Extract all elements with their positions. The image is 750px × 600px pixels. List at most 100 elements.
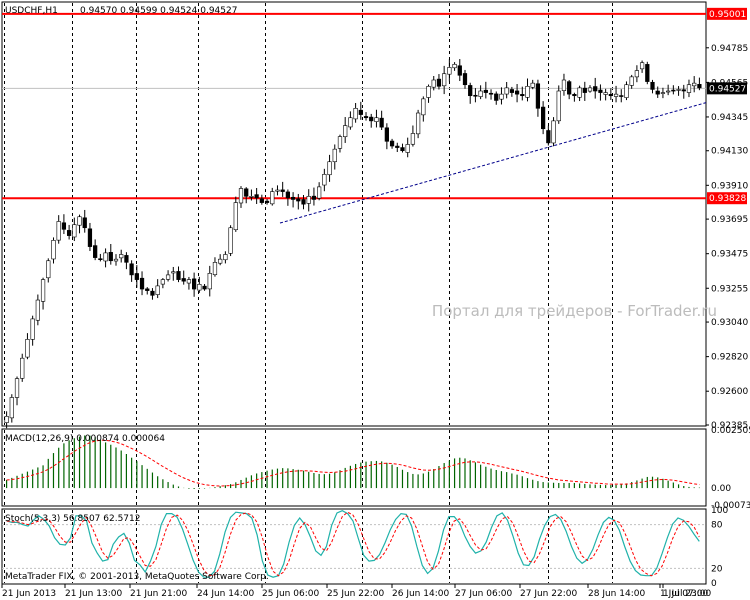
candle-body: [535, 83, 541, 109]
candle-body: [197, 284, 202, 291]
candle-body: [311, 195, 317, 200]
candle-body: [176, 271, 181, 280]
candle-body: [150, 290, 155, 296]
candle-body: [598, 89, 603, 93]
level-price-tag-text: 0.95001: [709, 10, 746, 20]
macd-series: 0.002505 0.00 -0.00073: [6, 426, 750, 511]
candle-body: [348, 117, 353, 128]
candle-body: [447, 67, 452, 75]
candle-body: [139, 277, 145, 290]
time-axis-label: 27 Jun 06:00: [455, 589, 512, 599]
time-axis-label: 26 Jun 14:00: [392, 589, 449, 599]
macd-label: MACD(12,26,9) 0.000874 0.000064: [5, 434, 165, 444]
candle-body: [608, 94, 613, 97]
candle-body: [650, 81, 655, 90]
candle-body: [181, 278, 186, 282]
candle-body: [483, 89, 488, 93]
stoch-main-line: [6, 510, 700, 578]
candle-body: [587, 87, 593, 92]
candle-body: [30, 318, 35, 340]
candle-body: [98, 258, 103, 260]
candle-body: [551, 120, 556, 144]
candle-body: [186, 279, 192, 284]
candle-body: [582, 87, 587, 93]
candle-body: [61, 222, 67, 230]
candle-body: [25, 339, 30, 358]
candle-body: [374, 117, 379, 122]
candle-body: [108, 252, 113, 262]
candle-body: [165, 274, 171, 280]
macd-signal-line: [6, 439, 700, 487]
candle-body: [332, 148, 337, 163]
time-axis-label: 21 Jun 13:00: [65, 589, 122, 599]
candle-body: [171, 271, 176, 274]
time-axis-label: 24 Jun 14:00: [197, 589, 254, 599]
candle-body: [473, 94, 478, 97]
price-panel-frame: [1, 1, 707, 427]
candle-body: [379, 117, 384, 128]
symbol-label: USDCHF,H1: [5, 6, 58, 16]
stochastic-series: 100 80 20 0: [2, 506, 728, 589]
candle-body: [619, 95, 624, 97]
candle-body: [212, 262, 218, 276]
candle-body: [296, 198, 301, 202]
candle-body: [530, 82, 535, 88]
time-axis-label: 25 Jun 06:00: [262, 589, 319, 599]
candle-body: [14, 378, 20, 398]
candle-body: [546, 130, 551, 144]
price-axis-label: 0.93040: [711, 318, 748, 328]
candle-body: [410, 133, 416, 145]
stoch-axis-label: 100: [711, 506, 728, 516]
time-axis-label: 1 Jul 07:00: [660, 589, 709, 599]
copyright-text: MetaTrader FIX, © 2001-2013, MetaQuotes …: [5, 572, 269, 582]
candle-body: [478, 90, 483, 97]
candle-body: [561, 79, 567, 91]
candle-body: [499, 93, 504, 100]
price-axis: 0.94785 0.94565 0.94345 0.94130 0.93910 0.936…: [706, 44, 748, 431]
candle-body: [192, 278, 197, 290]
candle-body: [160, 279, 165, 285]
candle-body: [270, 191, 275, 205]
candle-body: [301, 199, 306, 205]
candle-body: [389, 140, 395, 147]
candle-body: [660, 92, 666, 94]
candle-body: [290, 196, 296, 200]
time-axis-label: 25 Jun 22:00: [327, 589, 384, 599]
candle-body: [155, 285, 160, 295]
price-axis-label: 0.93695: [711, 215, 748, 225]
candle-body: [327, 161, 332, 176]
candle-body: [119, 254, 124, 259]
candle-body: [488, 92, 494, 95]
candle-body: [35, 299, 40, 321]
candle-body: [93, 245, 98, 258]
candle-body: [285, 191, 291, 199]
candle-body: [395, 145, 400, 148]
candle-body: [238, 188, 244, 204]
time-axis-label: 21 Jun 2013: [2, 589, 56, 599]
candle-body: [254, 194, 259, 199]
candle-body: [4, 416, 9, 423]
price-axis-label: 0.94345: [711, 113, 748, 123]
current-price-tag: [707, 82, 747, 95]
candle-body: [415, 112, 421, 135]
candle-body: [337, 136, 343, 149]
candle-body: [202, 285, 207, 290]
candle-body: [692, 82, 697, 87]
candle-body: [322, 174, 327, 186]
candle-body: [681, 89, 686, 92]
stoch-axis-label: 0: [711, 579, 717, 589]
candle-body: [426, 85, 431, 98]
price-axis-label: 0.94130: [711, 147, 748, 157]
candle-body: [46, 260, 51, 279]
candle-body: [56, 221, 61, 241]
candle-body: [442, 73, 447, 87]
candle-body: [504, 87, 509, 95]
candle-body: [228, 227, 233, 254]
candle-body: [468, 85, 473, 97]
candle-body: [494, 93, 499, 101]
level-price-tag: [707, 192, 747, 205]
candle-body: [129, 263, 134, 276]
candle-body: [244, 188, 249, 197]
candle-body: [87, 228, 93, 247]
